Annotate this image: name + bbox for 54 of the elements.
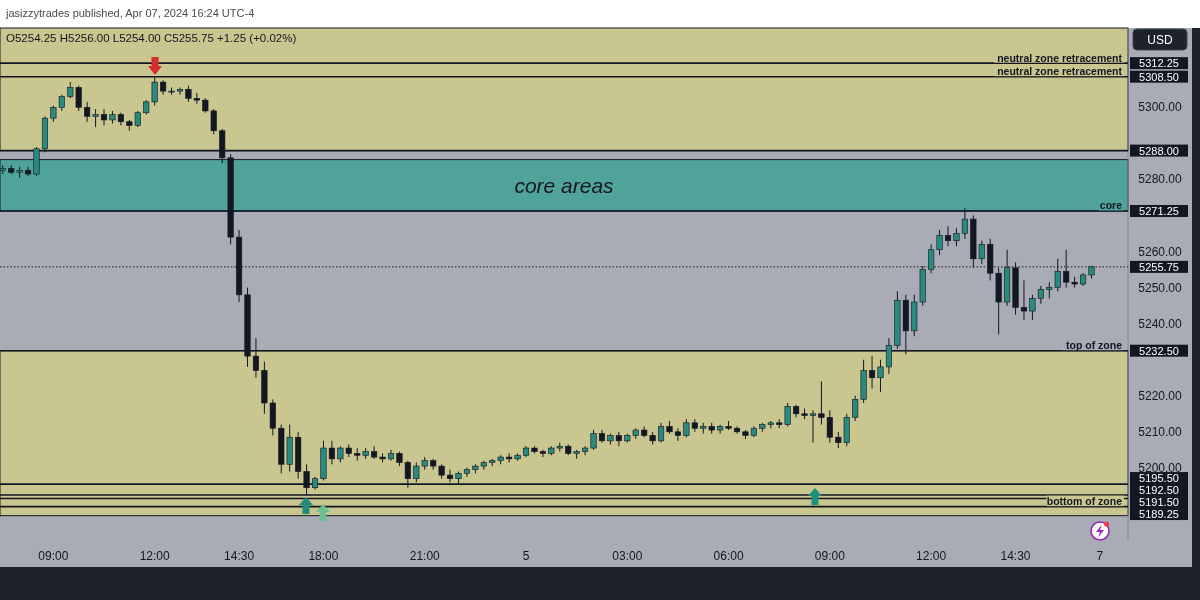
annotation: top of zone xyxy=(1066,339,1123,352)
y-tick-label: 5250.00 xyxy=(1138,280,1183,295)
ref-line-label: 5192.50 xyxy=(1139,484,1179,497)
x-tick-label: 7 xyxy=(1096,549,1104,563)
x-tick-label: 09:00 xyxy=(38,549,69,563)
ref-line-label: 5232.50 xyxy=(1139,344,1179,357)
y-tick-label: 5220.00 xyxy=(1138,388,1183,403)
ref-line-label: 5271.25 xyxy=(1139,204,1179,217)
candlestick xyxy=(1020,279,1028,321)
ref-line-label: 5288.00 xyxy=(1139,144,1179,157)
candlestick xyxy=(869,355,876,390)
text: jasizzytrades published, Apr 07, 2024 16:24 UTC-4 xyxy=(5,7,255,19)
annotation: neutral zone retracement xyxy=(997,65,1123,78)
x-tick-label: 18:00 xyxy=(308,549,339,563)
ref-line-label: 5195.50 xyxy=(1139,472,1179,485)
annotation: neutral zone retracement xyxy=(997,51,1123,64)
x-tick-label: 5 xyxy=(522,549,530,563)
x-tick-label: 09:00 xyxy=(814,549,846,563)
candlestick xyxy=(953,227,960,247)
chart-title: O5254.25 H5256.00 L5254.00 C5255.75 +1.25 (+0.02%) xyxy=(6,32,297,44)
annotation: bottom of zone xyxy=(1046,495,1123,508)
ref-line-label: 5191.50 xyxy=(1139,496,1179,509)
y-axis-title: USD xyxy=(1147,32,1173,47)
annotation: core xyxy=(1099,199,1123,212)
candlestick xyxy=(877,359,884,393)
band-label: core areas xyxy=(514,173,615,197)
candlestick xyxy=(371,445,378,460)
x-tick-label: 03:00 xyxy=(612,549,643,563)
x-tick-label: 12:00 xyxy=(916,549,947,563)
candlestick xyxy=(809,409,817,444)
candlestick xyxy=(328,440,335,465)
candlestick xyxy=(176,86,184,96)
y-tick-label: 5280.00 xyxy=(1138,172,1183,187)
x-tick-label: 14:30 xyxy=(1000,549,1031,563)
candlestick xyxy=(944,225,952,247)
candlestick xyxy=(100,108,108,126)
candlestick xyxy=(733,425,741,435)
ref-line-label: 5312.25 xyxy=(1139,57,1179,70)
x-tick-label: 21:00 xyxy=(409,549,441,563)
ref-line-label: 5255.75 xyxy=(1139,260,1179,273)
y-tick-label: 5300.00 xyxy=(1138,100,1183,115)
candlestick xyxy=(674,427,681,442)
ref-line-label: 5189.25 xyxy=(1139,508,1179,521)
candlestick xyxy=(658,422,665,444)
y-tick-label: 5200.00 xyxy=(1138,460,1183,475)
x-tick-label: 12:00 xyxy=(139,549,170,563)
ref-line-label: 5308.50 xyxy=(1139,70,1179,83)
candlestick xyxy=(590,429,597,451)
x-tick-label: 14:30 xyxy=(224,549,255,563)
candlestick xyxy=(539,449,546,458)
y-tick-label: 5260.00 xyxy=(1138,244,1183,259)
x-tick-label: 06:00 xyxy=(713,549,744,563)
y-tick-label: 5210.00 xyxy=(1138,424,1183,439)
y-tick-label: 5240.00 xyxy=(1138,316,1183,331)
